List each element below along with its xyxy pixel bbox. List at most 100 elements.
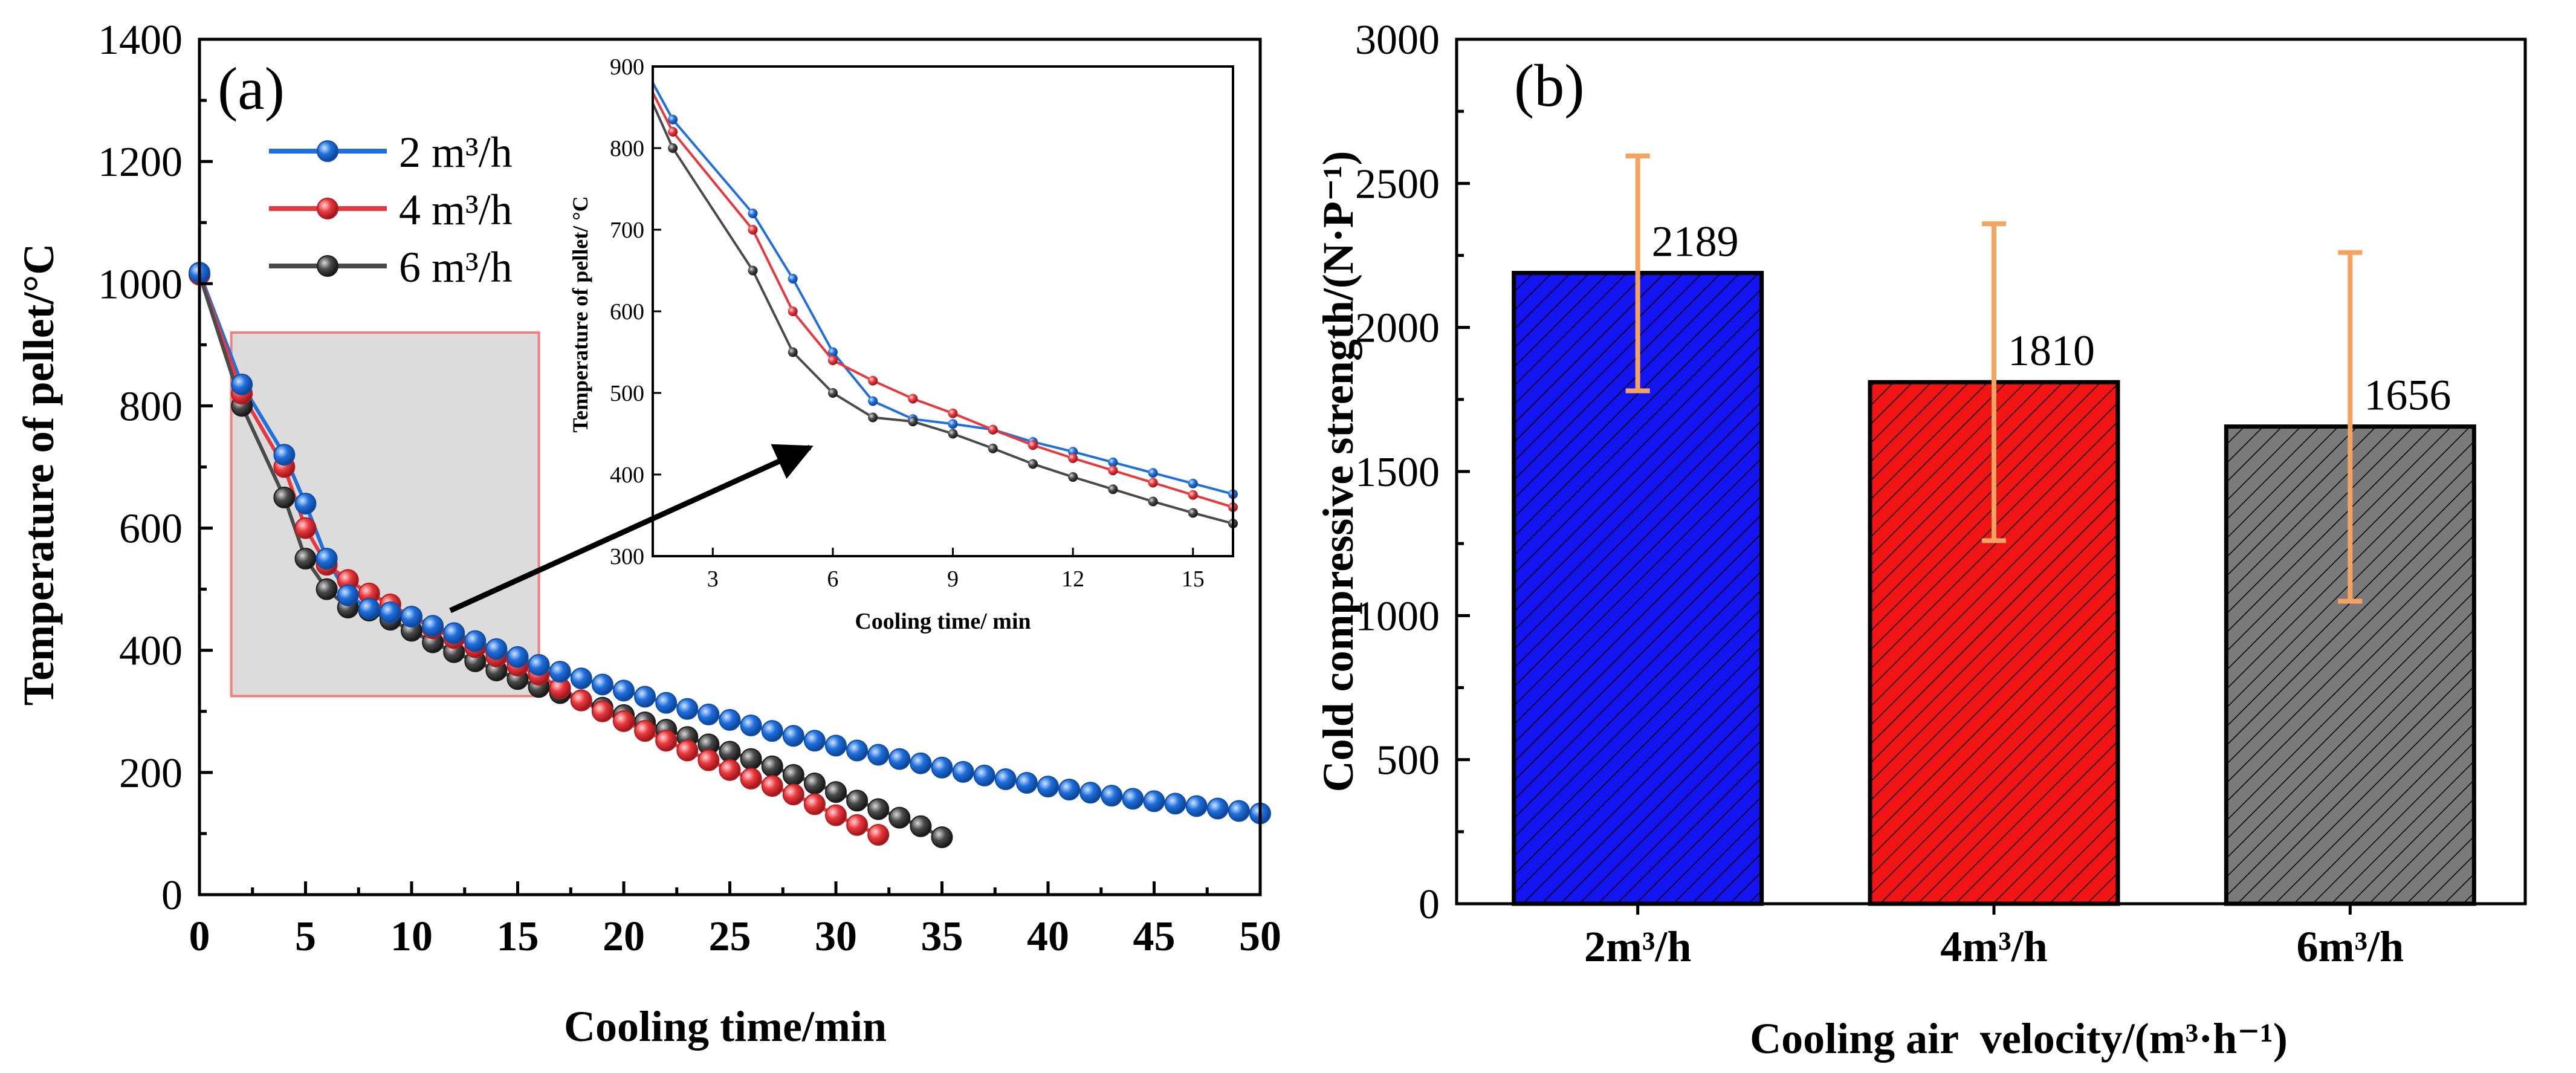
data-point bbox=[613, 679, 635, 702]
data-point bbox=[782, 783, 804, 806]
data-point bbox=[803, 773, 826, 795]
data-point bbox=[634, 720, 656, 742]
zoom-arrow bbox=[449, 444, 814, 614]
data-point bbox=[294, 517, 317, 539]
inset-background bbox=[653, 66, 1233, 556]
y-tick-label: 200 bbox=[119, 750, 183, 797]
inset-chart: 3 6 9 12 15 300 400 500 600 700 800 900 Cooling tim… bbox=[568, 54, 1238, 634]
y-tick-label: 0 bbox=[161, 872, 183, 919]
data-point bbox=[740, 715, 762, 737]
legend: 2 m³/h 4 m³/h 6 m³/h bbox=[269, 128, 513, 291]
inset-data-point bbox=[948, 429, 958, 439]
y-tick-label: 0 bbox=[1419, 881, 1440, 928]
legend-marker bbox=[317, 198, 338, 219]
data-point bbox=[994, 768, 1017, 790]
inset-y-tick-label: 400 bbox=[610, 462, 644, 488]
data-point bbox=[294, 548, 317, 570]
x-axis-title-b: Cooling air velocity/(m³·h⁻¹) bbox=[1750, 1014, 2288, 1063]
y-tick-label: 1200 bbox=[98, 139, 183, 186]
data-point bbox=[506, 646, 529, 668]
data-point bbox=[294, 493, 317, 515]
x-tick-label: 40 bbox=[1027, 913, 1069, 960]
legend-label: 4 m³/h bbox=[399, 186, 513, 234]
data-point bbox=[846, 789, 869, 812]
data-point bbox=[740, 748, 762, 770]
inset-data-point bbox=[1148, 478, 1158, 488]
inset-data-point bbox=[827, 347, 838, 357]
inset-data-point bbox=[1027, 440, 1038, 450]
inset-data-point bbox=[748, 265, 758, 276]
data-point bbox=[888, 806, 911, 829]
inset-data-point bbox=[1148, 496, 1158, 507]
inset-data-point bbox=[988, 443, 998, 453]
data-point bbox=[867, 744, 890, 766]
data-point bbox=[676, 739, 699, 762]
data-point bbox=[273, 444, 296, 466]
data-point bbox=[952, 760, 974, 783]
inset-data-point bbox=[668, 127, 678, 137]
data-point bbox=[358, 597, 380, 620]
x-tick-label: 6m³/h bbox=[2297, 922, 2404, 971]
inset-x-tick-label: 3 bbox=[707, 566, 719, 592]
inset-y-axis-title: Temperature of pellet/ °C bbox=[568, 196, 592, 432]
data-point bbox=[867, 798, 890, 820]
data-point bbox=[634, 686, 656, 708]
inset-data-point bbox=[788, 306, 798, 316]
inset-y-tick-label: 500 bbox=[610, 381, 644, 406]
inset-data-point bbox=[868, 375, 878, 386]
data-point bbox=[782, 763, 804, 786]
inset-y-tick-label: 600 bbox=[610, 299, 644, 325]
x-tick-label: 0 bbox=[189, 913, 210, 960]
inset-data-point bbox=[748, 209, 758, 218]
data-point bbox=[931, 826, 953, 848]
inset-x-tick-label: 15 bbox=[1182, 566, 1205, 592]
inset-data-point bbox=[1188, 508, 1198, 518]
inset-data-point bbox=[988, 424, 998, 435]
data-point bbox=[888, 748, 911, 770]
data-point bbox=[528, 653, 550, 676]
data-point bbox=[1015, 772, 1038, 794]
y-tick-label: 1000 bbox=[1355, 593, 1440, 640]
x-tick-label: 10 bbox=[390, 913, 433, 960]
data-point bbox=[825, 804, 847, 826]
data-point bbox=[231, 374, 253, 396]
y-tick-label: 800 bbox=[119, 383, 183, 430]
inset-y-tick-label: 900 bbox=[610, 54, 644, 80]
data-point bbox=[485, 638, 508, 660]
inset-data-point bbox=[1068, 472, 1078, 482]
data-point bbox=[1037, 776, 1059, 798]
inset-data-point bbox=[948, 419, 958, 429]
y-axis-title-b: Cold compressive strength/(N·P⁻¹) bbox=[1314, 151, 1362, 793]
tick-group-b: 0 500 1000 1500 2000 2500 3000 2m³/h 4m³/h 6m³/h bbox=[1355, 17, 2404, 971]
x-tick-label: 30 bbox=[815, 913, 857, 960]
legend-marker bbox=[317, 140, 338, 162]
data-point bbox=[782, 725, 804, 747]
data-point bbox=[803, 793, 826, 815]
data-point bbox=[761, 755, 783, 777]
data-point bbox=[464, 630, 487, 652]
legend-label: 6 m³/h bbox=[399, 243, 513, 291]
data-point bbox=[1143, 790, 1165, 812]
data-point bbox=[761, 775, 783, 797]
data-point bbox=[379, 601, 401, 624]
inset-data-point bbox=[668, 143, 678, 153]
data-point bbox=[570, 689, 592, 712]
x-tick-label: 20 bbox=[603, 913, 645, 960]
y-tick-label: 500 bbox=[1376, 737, 1440, 784]
data-point bbox=[740, 767, 762, 789]
inset-x-tick-label: 9 bbox=[947, 566, 959, 592]
data-point bbox=[846, 739, 869, 762]
data-point bbox=[443, 622, 465, 644]
data-point bbox=[719, 741, 741, 763]
data-point bbox=[697, 749, 720, 771]
data-point bbox=[846, 814, 869, 836]
tick-group: 0 5 10 15 20 25 30 35 40 45 5002004006008001000120… bbox=[98, 17, 1281, 960]
data-point bbox=[803, 730, 826, 752]
data-point bbox=[719, 759, 741, 781]
data-point bbox=[1122, 788, 1144, 810]
y-tick-label: 2000 bbox=[1355, 305, 1440, 352]
panel-a-line-chart: 0 5 10 15 20 25 30 35 40 45 5002004006008001000120… bbox=[15, 17, 1281, 1051]
data-point bbox=[1164, 793, 1186, 815]
y-tick-label: 400 bbox=[119, 628, 183, 675]
data-point bbox=[1206, 797, 1229, 820]
